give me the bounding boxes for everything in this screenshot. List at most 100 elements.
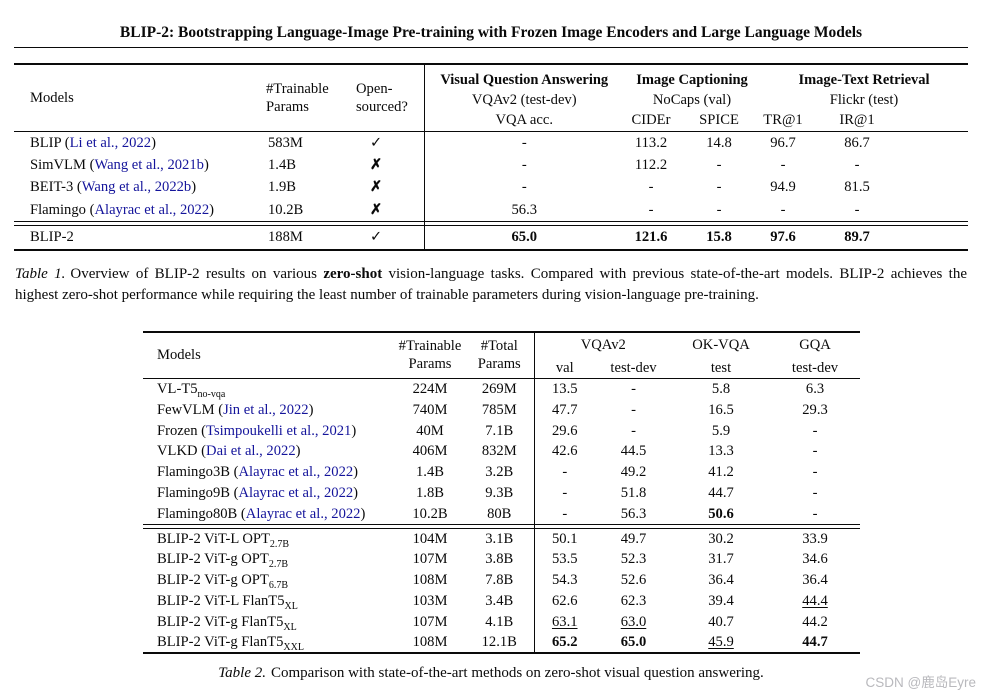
total-params-cell: 3.1B — [485, 530, 514, 547]
table-row: SimVLM (Wang et al., 2021b) 1.4B ✗ -112.2- -… — [14, 153, 968, 177]
metric-cell: 29.6 — [533, 420, 595, 442]
total-params-cell: 4.1B — [485, 613, 514, 630]
model-name: Flamingo ( — [30, 201, 95, 218]
table1-header-trainable-line1: #Trainable — [266, 80, 329, 97]
total-params-cell: 3.2B — [485, 464, 514, 481]
total-params-cell: 269M — [481, 381, 517, 398]
citation-link[interactable]: Tsimpoukelli et al., 2021 — [206, 422, 352, 439]
table1-metric-spice: SPICE — [678, 110, 760, 132]
model-name: BLIP-2 ViT-L OPT — [157, 530, 270, 547]
citation-link[interactable]: Wang et al., 2022b — [81, 179, 192, 196]
metric-cell: 52.3 — [620, 551, 647, 568]
trainable-params-cell: 406M — [412, 443, 448, 460]
double-midrule — [143, 523, 861, 529]
total-params-cell: 7.1B — [485, 422, 514, 439]
citation-link[interactable]: Alayrac et al., 2022 — [238, 485, 354, 502]
csdn-watermark: CSDN @鹿岛Eyre — [865, 675, 976, 690]
metric-cell: 81.5 — [844, 179, 870, 196]
table1-dataset-flickr: Flickr (test) — [829, 92, 899, 108]
model-name-cell: VL-T5no-vqa — [143, 379, 395, 399]
paper-title: BLIP-2: Bootstrapping Language-Image Pre… — [119, 24, 863, 41]
trainable-params-cell: 104M — [412, 530, 448, 547]
metric-cell: - — [716, 179, 722, 196]
metric-cell: 50.1 — [533, 528, 595, 550]
trainable-params-cell: 1.8B — [416, 485, 444, 502]
model-name: FewVLM ( — [157, 401, 224, 418]
model-name-suffix: ) — [151, 134, 156, 151]
table-row: Flamingo (Alayrac et al., 2022) 10.2B ✗ 56.… — [14, 198, 968, 222]
open-sourced-cross-icon: ✗ — [370, 156, 383, 173]
metric-cell: 50.6 — [708, 505, 734, 522]
citation-link[interactable]: Alayrac et al., 2022 — [238, 464, 354, 481]
table1-header-trainable-line2: Params — [266, 98, 309, 115]
total-params-cell: 9.3B — [485, 485, 514, 502]
table-row: Flamingo3B (Alayrac et al., 2022) 1.4B 3.2… — [143, 461, 860, 483]
metric-cell: 47.7 — [533, 399, 595, 421]
model-name-suffix: ) — [295, 443, 301, 460]
metric-cell: 29.3 — [802, 401, 828, 418]
model-name: SimVLM ( — [30, 156, 95, 173]
citation-link[interactable]: Dai et al., 2022 — [206, 443, 296, 460]
citation-link[interactable]: Li et al., 2022 — [69, 134, 152, 151]
table2-group-okvqa: OK-VQA — [692, 337, 750, 354]
metric-cell: 13.3 — [708, 443, 734, 460]
table-row: BLIP-2 ViT-g OPT2.7B 107M 3.8B 53.5 52.3 31.7… — [143, 549, 860, 570]
metric-cell: - — [648, 201, 654, 218]
metric-cell: 45.9 — [708, 634, 734, 651]
table2-header-trainable-line2: Params — [408, 356, 452, 373]
table1-metric-ir1: IR@1 — [806, 110, 908, 132]
table2-group-gqa: GQA — [799, 337, 831, 354]
metric-cell: 5.8 — [711, 381, 731, 398]
model-name-cell: BEIT-3 (Wang et al., 2022b) — [14, 176, 266, 199]
metric-cell: 94.9 — [770, 179, 796, 196]
table2-header-total-params: #Total Params — [465, 331, 534, 380]
table-row: BEIT-3 (Wang et al., 2022b) 1.9B ✗ - - -94.9 8… — [14, 176, 968, 199]
table2-sub-test: test — [672, 357, 771, 380]
metric-cell: - — [780, 156, 786, 173]
table1-caption-text: Overview of BLIP-2 results on various ze… — [15, 266, 967, 303]
model-name-cell: BLIP-2 ViT-L FlanT5XL — [143, 591, 395, 612]
citation-link[interactable]: Alayrac et al., 2022 — [245, 505, 361, 522]
metric-cell: 44.7 — [802, 634, 828, 651]
model-name: Frozen ( — [157, 422, 207, 439]
metric-cell: 39.4 — [708, 593, 734, 610]
total-params-cell: 12.1B — [481, 634, 517, 651]
metric-cell: 49.7 — [620, 530, 647, 547]
open-sourced-cell: ✓ — [356, 225, 424, 250]
table-row: BLIP-2 ViT-g FlanT5XL 107M 4.1B 63.1 63.0 40.… — [143, 611, 860, 633]
table1-metric-spacer — [908, 110, 969, 132]
metric-cell: 14.8 — [706, 134, 732, 151]
open-sourced-cross-icon: ✗ — [370, 201, 383, 218]
model-name: BEIT-3 ( — [30, 179, 82, 196]
model-name: BLIP-2 ViT-L FlanT5 — [157, 593, 285, 610]
trainable-params-cell: 10.2B — [412, 505, 448, 522]
caption-text-part: vision-language tasks. Compared with pre… — [15, 266, 967, 304]
model-name-cell: BLIP-2 ViT-g FlanT5XL — [143, 611, 395, 632]
metric-cell: 63.1 — [533, 611, 595, 633]
trainable-params-cell: 108M — [412, 634, 448, 651]
table1-metric-tr1: TR@1 — [760, 110, 806, 132]
trainable-params-cell: 107M — [412, 551, 448, 568]
metric-cell: 40.7 — [708, 613, 734, 630]
metric-cell: 62.3 — [620, 593, 647, 610]
trainable-params-cell: 103M — [412, 593, 448, 610]
spacer-cell — [908, 131, 968, 154]
metric-cell: 53.5 — [533, 549, 595, 570]
citation-link[interactable]: Jin et al., 2022 — [223, 401, 309, 418]
table2-caption-label: Table 2. — [218, 665, 266, 682]
metric-cell: 16.5 — [708, 401, 734, 418]
model-name: VLKD ( — [157, 443, 207, 460]
open-sourced-cell: ✗ — [356, 154, 424, 177]
table-row: Frozen (Tsimpoukelli et al., 2021) 40M 7.1… — [143, 420, 860, 442]
table-row: BLIP-2 ViT-g FlanT5XXL 108M 12.1B 65.2 65.0 4… — [143, 632, 860, 654]
spacer-cell — [908, 225, 968, 250]
citation-link[interactable]: Alayrac et al., 2022 — [94, 201, 210, 218]
table2-sub-gqa-testdev: test-dev — [770, 357, 861, 380]
double-midrule — [14, 220, 969, 226]
table1-dataset-vqav2: VQAv2 (test-dev) — [423, 90, 624, 111]
citation-link[interactable]: Wang et al., 2021b — [94, 156, 204, 173]
trainable-params-cell: 40M — [416, 422, 444, 439]
caption-text-part: Overview of BLIP-2 results on various — [70, 266, 324, 283]
model-name-suffix: ) — [351, 422, 357, 439]
metric-cell: - — [780, 201, 786, 218]
